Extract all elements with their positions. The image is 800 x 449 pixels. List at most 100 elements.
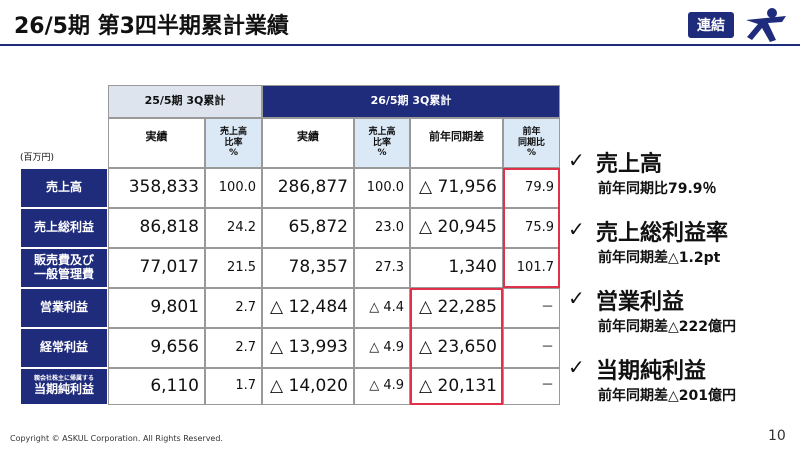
table-cell: △ 4.9 [354,368,410,405]
check-mark: ✓ [568,286,585,310]
text-line: － [540,378,554,394]
text-line: 販売費及び [33,253,94,268]
highlight-detail: 前年同期差△1.2pt [598,247,798,267]
table-cell: 6,110 [108,368,205,405]
text-line: △ 4.9 [369,378,404,394]
check-mark: ✓ [568,355,585,379]
table-cell: 65,872 [262,208,354,248]
text-line: 100.0 [366,179,404,195]
check-mark: ✓ [568,217,585,241]
table-cell: 1,340 [410,248,503,288]
unit-label: (百万円) [20,150,108,168]
table-cell: 27.3 [354,248,410,288]
highlight-title: 売上総利益率 [596,215,796,246]
text-line: 65,872 [288,217,348,238]
text-line: 営業利益 [596,290,685,315]
text-line: 23.0 [375,219,404,235]
text-line: △ 22,285 [419,297,497,318]
text-line: 26/5期 3Q累計 [370,94,452,108]
row-label: 営業利益 [20,288,108,328]
text-line: 前年同期差△201億円 [598,388,736,404]
table-cell: 100.0 [205,168,262,208]
table-cell: － [503,328,560,368]
text-line: 売上総利益 [33,220,94,235]
table-cell: 2.7 [205,328,262,368]
text-line: 当期純利益 [596,359,707,384]
text-line: 9,656 [150,337,199,358]
table-cell: △ 4.9 [354,328,410,368]
text-line: △ 4.4 [369,299,404,315]
text-line: 売上高 [45,180,82,195]
text-line: △ 20,945 [419,217,497,238]
text-line: 86,818 [139,217,199,238]
text-line: 経常利益 [39,340,88,355]
highlight-box [410,288,503,405]
text-line: 一般管理費 [33,267,94,281]
text-line: 売上高 [368,127,396,138]
text-line: △ 4.9 [369,339,404,355]
text-line: (百万円) [20,153,55,163]
copyright: Copyright © ASKUL Corporation. All Right… [10,434,223,443]
column-header: 実績 [108,118,205,168]
text-line: 前年 [522,127,541,138]
text-line: 25/5期 3Q累計 [144,94,226,108]
text-line: 24.2 [227,219,256,235]
logo [746,8,786,42]
row-label: 販売費及び 一般管理費 [20,248,108,288]
text-line: % [526,148,537,159]
text-line: 親会社株主に帰属する [33,375,94,383]
check-mark: ✓ [568,148,585,172]
text-line: 286,877 [277,177,348,198]
table-cell: 286,877 [262,168,354,208]
header-rule [0,44,800,46]
table-cell: △ 12,484 [262,288,354,328]
table-cell: △ 13,993 [262,328,354,368]
text-line: 9,801 [150,297,199,318]
text-line: 21.5 [227,259,256,275]
text-line: 実績 [145,130,168,143]
text-line: 比率 [372,137,391,148]
table-cell: 9,801 [108,288,205,328]
highlight-detail: 前年同期差△222億円 [598,316,798,336]
page-number: 10 [768,428,786,444]
row-label: 売上総利益 [20,208,108,248]
text-line: △ 20,131 [419,375,497,396]
text-line: 358,833 [128,177,199,198]
text-line: － [540,299,554,315]
table-cell: 21.5 [205,248,262,288]
text-line: 101.7 [516,259,554,275]
table-cell: 100.0 [354,168,410,208]
text-line: 売上高 [219,127,247,138]
text-line: 2.7 [235,299,256,315]
text-line: 同期比 [517,137,545,148]
text-line: 営業利益 [39,300,88,315]
highlight-title: 営業利益 [596,284,796,315]
table-cell: 9,656 [108,328,205,368]
text-line: △ 12,484 [270,297,348,318]
row-label: 親会社株主に帰属する 当期純利益 [20,368,108,405]
table-cell: － [503,368,560,405]
group-header: 25/5期 3Q累計 [108,85,262,118]
table-cell: 24.2 [205,208,262,248]
row-label: 経常利益 [20,328,108,368]
highlight-title: 当期純利益 [596,353,796,384]
highlight-detail: 前年同期比79.9％ [598,178,798,198]
text-line: － [540,339,554,355]
text-line: % [228,148,239,159]
text-line: 実績 [297,130,319,143]
text-line: 前年同期差△1.2pt [598,250,721,266]
table-cell: 86,818 [108,208,205,248]
badge: 連結 [688,12,734,38]
text-line: 100.0 [218,179,256,195]
text-line: 売上高 [596,152,663,177]
text-line: 2.7 [235,339,256,355]
column-header: 前年 同期比% [503,118,560,168]
table-cell: 78,357 [262,248,354,288]
text-line: △ 13,993 [270,337,348,358]
table-cell: 358,833 [108,168,205,208]
text-line: 78,357 [288,257,348,278]
text-line: 比率 [224,137,243,148]
table-cell: 1.7 [205,368,262,405]
slide-title: 26/5期 第3四半期累計業績 [14,14,289,39]
text-line: 売上総利益率 [596,221,729,246]
